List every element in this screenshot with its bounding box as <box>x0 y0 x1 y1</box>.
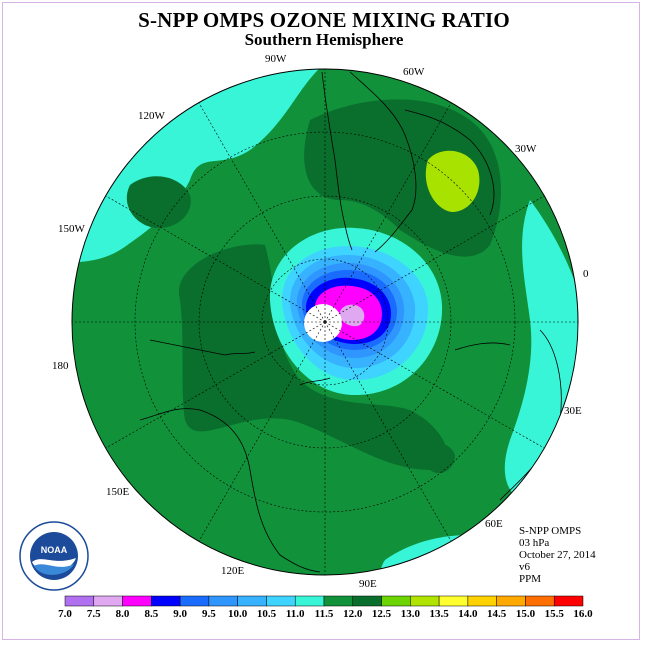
scale-tick-label: 11.0 <box>285 608 305 620</box>
scale-tick-label: 12.0 <box>343 608 363 620</box>
scale-tick-label: 14.0 <box>458 608 478 620</box>
noaa-logo-text: NOAA <box>41 545 68 555</box>
info-level: 03 hPa <box>519 537 550 549</box>
scale-tick-label: 8.0 <box>115 608 130 620</box>
lon-label-60w: 60W <box>403 66 425 78</box>
info-block: S-NPP OMPS 03 hPa October 27, 2014 v6 PP… <box>519 525 596 585</box>
lon-label-150w: 150W <box>58 223 85 235</box>
noaa-logo-icon: NOAA <box>19 521 89 591</box>
lon-label-60e: 60E <box>485 518 503 530</box>
scale-tick-label: 8.5 <box>144 608 159 620</box>
scale-tick-label: 13.5 <box>429 608 449 620</box>
info-version: v6 <box>519 561 530 573</box>
map-subtitle: Southern Hemisphere <box>244 30 404 49</box>
scale-tick-label: 7.5 <box>86 608 101 620</box>
lon-label-90w: 90W <box>265 53 287 65</box>
info-date: October 27, 2014 <box>519 549 596 561</box>
lon-label-180: 180 <box>52 360 69 372</box>
field-dark-sw <box>178 244 448 470</box>
scale-tick-label: 10.5 <box>256 608 277 620</box>
scale-tick-label: 11.5 <box>314 608 334 620</box>
lon-label-30e: 30E <box>564 405 582 417</box>
field-lime <box>425 150 480 212</box>
scale-tick-label: 15.0 <box>515 608 536 620</box>
lon-label-30w: 30W <box>515 143 537 155</box>
scale-tick-label: 14.5 <box>487 608 507 620</box>
lon-label-90e: 90E <box>359 578 377 590</box>
lon-label-120w: 120W <box>138 110 165 122</box>
field-dark-s1 <box>422 443 455 474</box>
figure-frame <box>2 2 640 640</box>
scale-tick-label: 9.0 <box>173 608 187 620</box>
lon-label-120e: 120E <box>221 565 245 577</box>
scale-tick-label: 15.5 <box>544 608 564 620</box>
scale-tick-label: 7.0 <box>58 608 72 620</box>
field-dark-nw <box>126 176 191 229</box>
info-instrument: S-NPP OMPS <box>519 525 582 537</box>
lon-label-0: 0 <box>583 268 589 280</box>
map-boundary <box>71 68 579 576</box>
scale-tick-label: 16.0 <box>573 608 593 620</box>
map-title: S-NPP OMPS OZONE MIXING RATIO <box>138 8 510 32</box>
info-units: PPM <box>519 573 542 585</box>
scale-tick-label: 13.0 <box>400 608 420 620</box>
polar-cap <box>304 304 342 342</box>
field-dark-ne <box>304 99 502 257</box>
scale-tick-label: 10.0 <box>228 608 248 620</box>
lon-label-150e: 150E <box>106 486 130 498</box>
scale-tick-label: 12.5 <box>371 608 392 620</box>
graticule <box>72 69 578 575</box>
scale-tick-label: 9.5 <box>202 608 216 620</box>
